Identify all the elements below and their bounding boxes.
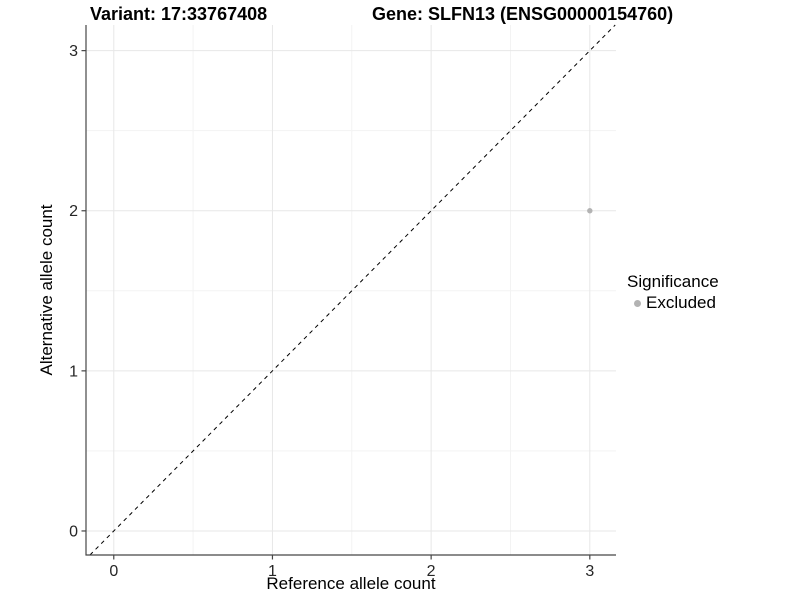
y-tick-label-0: 0 — [69, 523, 78, 540]
legend: Significance Excluded — [627, 271, 719, 313]
legend-title: Significance — [627, 272, 719, 291]
legend-entry-excluded: Excluded — [627, 293, 719, 313]
x-axis-title: Reference allele count — [266, 574, 435, 593]
gene-title: Gene: SLFN13 (ENSG00000154760) — [372, 4, 674, 24]
x-tick-label-2: 2 — [427, 563, 436, 580]
x-tick-label-3: 3 — [585, 563, 594, 580]
legend-entry-label: Excluded — [646, 293, 716, 312]
data-point-excluded — [587, 208, 593, 214]
y-tick-label-3: 3 — [69, 43, 78, 60]
x-tick-label-1: 1 — [268, 563, 277, 580]
identity-line — [89, 24, 616, 556]
excluded-marker-icon — [634, 299, 641, 307]
variant-title: Variant: 17:33767408 — [90, 4, 268, 24]
x-tick-label-0: 0 — [109, 563, 118, 580]
y-axis-title: Alternative allele count — [37, 204, 56, 375]
y-tick-label-1: 1 — [69, 363, 78, 380]
y-tick-label-2: 2 — [69, 203, 78, 220]
